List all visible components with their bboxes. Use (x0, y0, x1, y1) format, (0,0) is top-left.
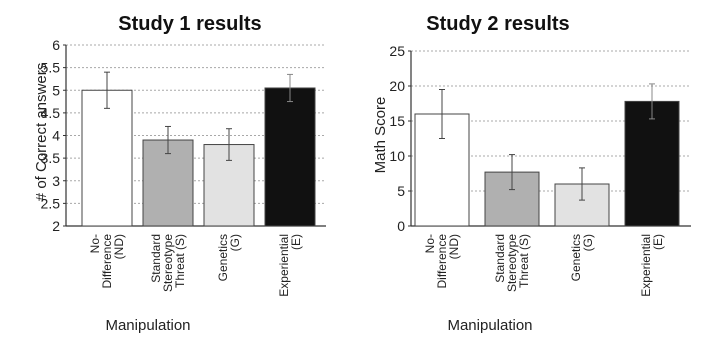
x-tick-label: Experiential(E) (639, 234, 665, 297)
y-tick-label: 5.5 (41, 60, 61, 76)
bar (624, 100, 680, 227)
y-tick-label: 5 (397, 183, 405, 199)
bar (81, 89, 133, 227)
y-tick-label: 15 (389, 113, 405, 129)
x-tick-label-line: (G) (228, 234, 242, 251)
x-tick-label-line: Experiential (277, 234, 291, 297)
x-tick-label-line: Stereotype (505, 234, 519, 292)
x-tick-label-line: Difference (100, 234, 114, 289)
y-tick-label: 3 (52, 173, 60, 189)
x-tick-label: StandardStereotypeThreat (S) (493, 234, 531, 292)
y-tick-label: 25 (389, 43, 405, 59)
y-tick-label: 2.5 (41, 195, 61, 211)
x-tick-label: Genetics(G) (216, 234, 242, 281)
x-tick-label-line: Difference (435, 234, 449, 289)
y-tick-label: 5 (52, 82, 60, 98)
y-tick-label: 4.5 (41, 105, 61, 121)
x-tick-label-line: Stereotype (161, 234, 175, 292)
x-axis-label: Manipulation (447, 317, 532, 334)
chart-title: Study 1 results (118, 13, 261, 35)
bar (142, 139, 194, 227)
x-tick-label-line: Standard (493, 234, 507, 283)
y-tick-label: 3.5 (41, 150, 61, 166)
x-tick-label-line: (ND) (447, 234, 461, 259)
x-tick-label-line: (E) (651, 234, 665, 250)
x-axis-label: Manipulation (105, 317, 190, 334)
plot-area: 2 2.5 3 3.5 4 4.5 5 5.5 6 No-Difference(ND) Standa… (41, 37, 326, 297)
x-tick-label: StandardStereotypeThreat (S) (149, 234, 187, 292)
x-tick-label-line: (ND) (112, 234, 126, 259)
y-tick-label: 2 (52, 218, 60, 234)
x-tick-label-line: Standard (149, 234, 163, 283)
y-tick-label: 20 (389, 78, 405, 94)
x-tick-label-line: Experiential (639, 234, 653, 297)
chart-study-2: Study 2 results Math Score Manipulation … (372, 13, 691, 334)
x-tick-label-line: No- (423, 234, 437, 253)
x-tick-label-line: No- (88, 234, 102, 253)
y-tick-label: 4 (52, 128, 60, 144)
x-tick-label-line: (E) (289, 234, 303, 250)
x-tick-label: No-Difference(ND) (423, 234, 461, 289)
x-tick-label-line: Threat (S) (173, 234, 187, 288)
x-tick-label: No-Difference(ND) (88, 234, 126, 289)
y-tick-label: 6 (52, 37, 60, 53)
x-tick-label-line: Genetics (569, 234, 583, 281)
y-tick-label: 10 (389, 148, 405, 164)
y-axis-label: Math Score (372, 97, 389, 174)
x-tick-label: Genetics(G) (569, 234, 595, 281)
chart-study-1: Study 1 results # of Correct answers Man… (33, 13, 326, 334)
bar (264, 87, 316, 227)
chart-title: Study 2 results (426, 13, 569, 35)
x-tick-label-line: Threat (S) (517, 234, 531, 288)
plot-area: 0 5 10 15 20 25 No-Difference(ND) StandardStere… (389, 43, 691, 297)
x-tick-label: Experiential(E) (277, 234, 303, 297)
x-tick-label-line: Genetics (216, 234, 230, 281)
y-tick-label: 0 (397, 218, 405, 234)
y-axis-label: # of Correct answers (33, 63, 50, 201)
x-tick-label-line: (G) (581, 234, 595, 251)
